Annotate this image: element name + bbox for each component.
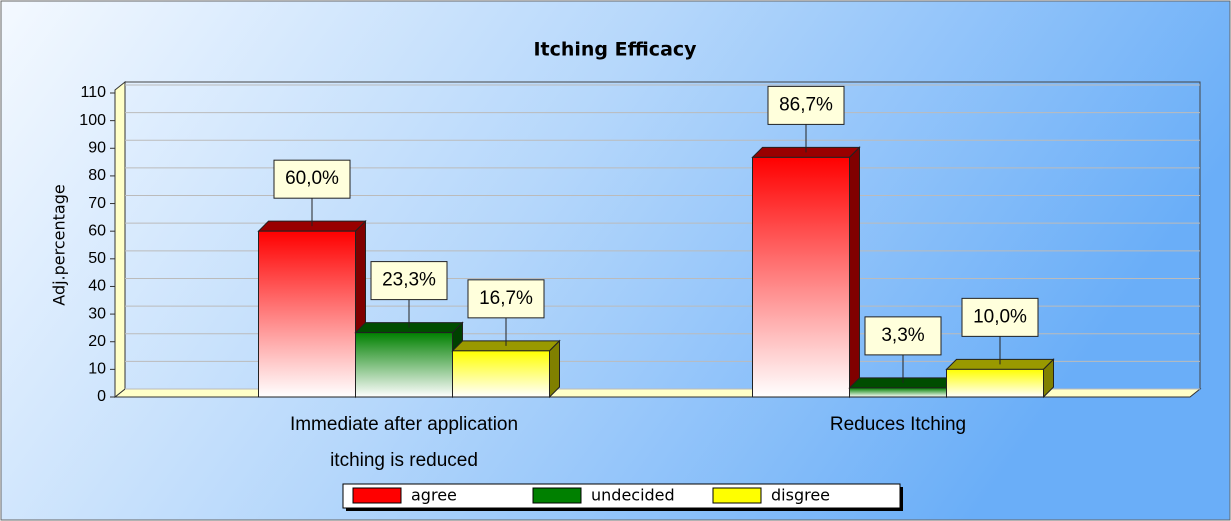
chart-title: Itching Efficacy (533, 39, 697, 61)
y-axis-label: Adj.percentage (50, 184, 69, 305)
bar-side (549, 339, 560, 399)
bar (946, 368, 1044, 398)
y-tick-label: 60 (88, 222, 106, 239)
value-label: 23,3% (382, 270, 436, 291)
value-label-box (273, 159, 351, 199)
bar (752, 156, 850, 398)
bar (849, 387, 947, 398)
y-tick-label: 80 (88, 167, 106, 184)
y-tick-label: 70 (88, 195, 106, 212)
legend-swatch (352, 487, 402, 504)
bar (355, 332, 453, 398)
legend (342, 483, 901, 509)
legend-swatch (532, 487, 582, 504)
legend-swatch (712, 487, 762, 504)
value-label-box (961, 297, 1039, 337)
value-label-box (864, 316, 942, 356)
bar-side (849, 146, 860, 399)
x-tick-label: Immediate after application itching is re… (290, 414, 518, 471)
y-tick-label: 40 (88, 278, 106, 295)
value-label: 60,0% (285, 168, 339, 189)
y-tick-label: 90 (88, 139, 106, 156)
y-tick-label: 110 (80, 84, 106, 101)
value-label: 16,7% (479, 288, 533, 309)
value-label-box (767, 85, 845, 125)
y-tick-label: 100 (79, 112, 106, 129)
y-tick-label: 0 (97, 388, 106, 405)
legend-label: agree (411, 486, 457, 505)
value-label-box (467, 279, 545, 319)
y-tick-label: 20 (88, 333, 106, 350)
bar (452, 350, 550, 398)
x-tick-label: Reduces Itching (830, 414, 966, 435)
legend-label: undecided (591, 486, 675, 505)
y-tick-label: 30 (88, 305, 106, 322)
value-label-box (370, 261, 448, 301)
bar (258, 230, 356, 398)
legend-label: disgree (771, 486, 830, 505)
y-tick-label: 10 (88, 361, 106, 378)
value-label: 86,7% (779, 94, 833, 115)
value-label: 3,3% (881, 325, 924, 346)
value-label: 10,0% (973, 306, 1027, 327)
left-wall (114, 80, 126, 399)
y-tick-label: 50 (88, 250, 106, 267)
